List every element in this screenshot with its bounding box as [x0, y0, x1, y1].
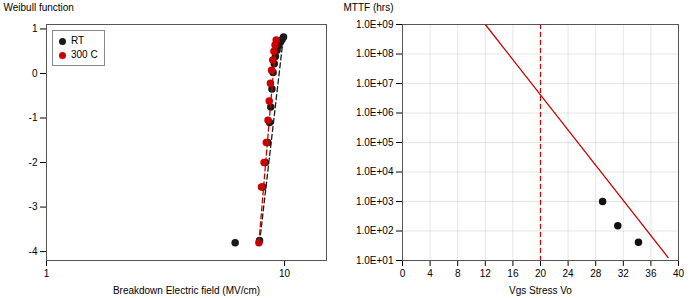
svg-text:4: 4 [427, 268, 433, 279]
svg-text:1: 1 [32, 23, 38, 34]
svg-text:-4: -4 [29, 246, 38, 257]
svg-text:Breakdown Electric field (MV/c: Breakdown Electric field (MV/cm) [113, 285, 260, 296]
svg-text:1.0E+08: 1.0E+08 [356, 48, 394, 59]
svg-text:-2: -2 [29, 157, 38, 168]
svg-text:1.0E+01: 1.0E+01 [356, 255, 394, 266]
svg-text:28: 28 [590, 268, 602, 279]
svg-text:0: 0 [32, 68, 38, 79]
svg-text:MTTF (hrs): MTTF (hrs) [344, 2, 394, 13]
svg-text:1.0E+04: 1.0E+04 [356, 166, 394, 177]
svg-text:24: 24 [563, 268, 575, 279]
svg-text:1.0E+03: 1.0E+03 [356, 196, 394, 207]
html-text:RT: RT [71, 35, 85, 46]
svg-text:-1: -1 [29, 112, 38, 123]
svg-text:20: 20 [535, 268, 547, 279]
svg-text:36: 36 [645, 268, 657, 279]
svg-text:1.0E+07: 1.0E+07 [356, 78, 394, 89]
svg-text:10: 10 [279, 268, 291, 279]
svg-text:1.0E+02: 1.0E+02 [356, 225, 394, 236]
svg-text:1: 1 [44, 268, 50, 279]
svg-text:-3: -3 [29, 201, 38, 212]
svg-text:8: 8 [455, 268, 461, 279]
svg-text:Vgs Stress Vo: Vgs Stress Vo [509, 285, 572, 296]
html-text:300 C: 300 C [71, 49, 98, 60]
svg-text:1.0E+06: 1.0E+06 [356, 107, 394, 118]
svg-text:1.0E+09: 1.0E+09 [356, 19, 394, 30]
svg-text:Weibull function: Weibull function [4, 2, 74, 13]
svg-text:12: 12 [480, 268, 492, 279]
svg-text:0: 0 [400, 268, 406, 279]
svg-text:16: 16 [507, 268, 519, 279]
svg-text:32: 32 [618, 268, 630, 279]
svg-text:40: 40 [673, 268, 685, 279]
svg-text:1.0E+05: 1.0E+05 [356, 137, 394, 148]
